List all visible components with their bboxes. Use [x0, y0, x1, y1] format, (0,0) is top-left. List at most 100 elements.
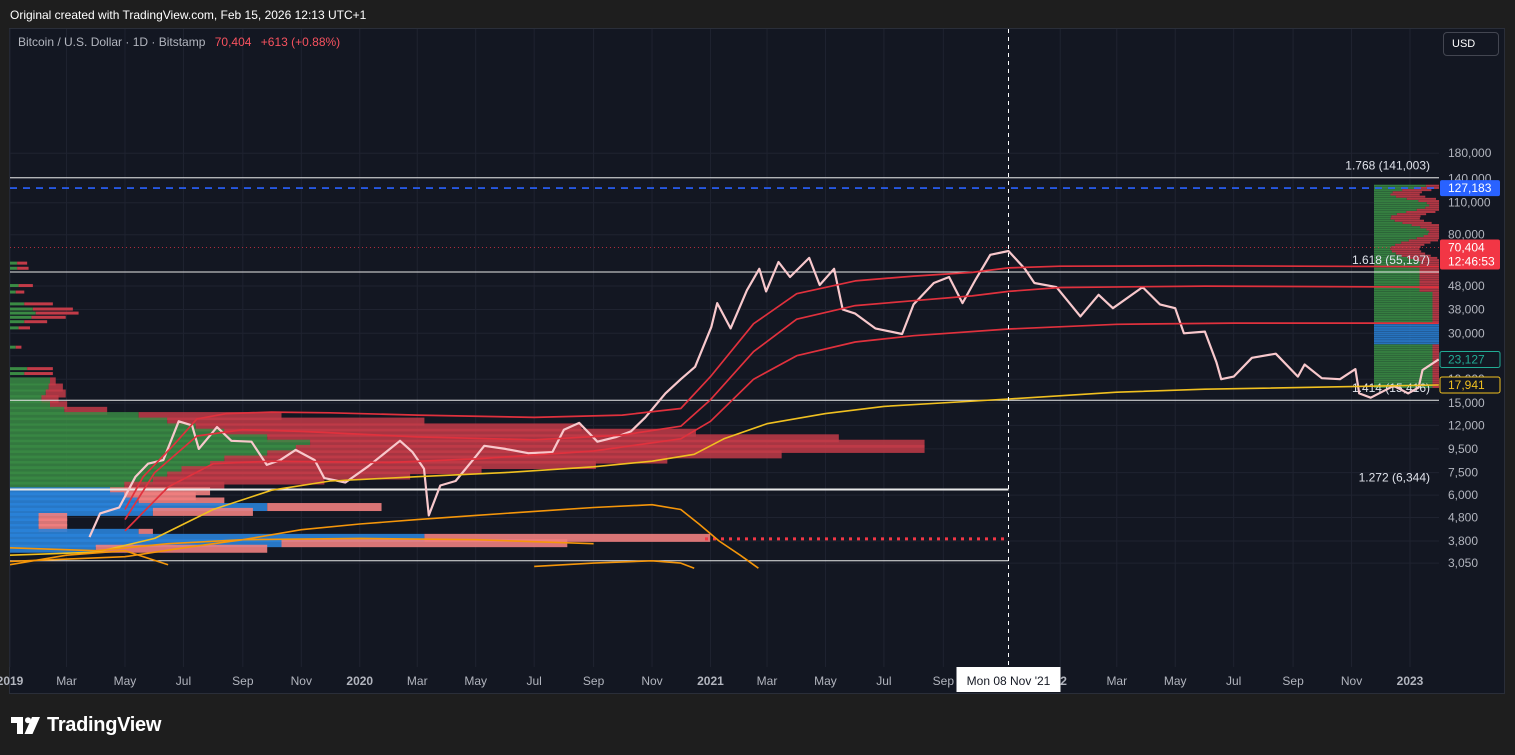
price-tick-label: 48,000	[1448, 279, 1485, 293]
volume-bar-down	[1432, 309, 1439, 312]
volume-bar-up	[1374, 307, 1433, 310]
orange-line	[10, 537, 594, 552]
price-tick-label: 7,500	[1448, 466, 1478, 480]
volume-bar-down	[1432, 305, 1439, 308]
volume-bar-down	[1432, 298, 1439, 301]
volume-bar-up	[10, 261, 18, 265]
volume-bar-down	[1390, 248, 1420, 251]
volume-bar-value-area-up	[10, 533, 425, 542]
volume-bar-up	[1374, 232, 1429, 235]
time-tick-label: Mar	[407, 674, 428, 688]
volume-bar-down	[167, 417, 425, 426]
volume-bar-value-area-up	[10, 487, 111, 496]
volume-bar-up	[1374, 272, 1420, 275]
currency-selector-button[interactable]: USD	[1443, 32, 1499, 56]
volume-bar-value-area-down	[152, 507, 253, 516]
volume-bar-down	[1425, 184, 1439, 187]
volume-bar-down	[32, 307, 73, 311]
time-tick-label: Mar	[56, 674, 77, 688]
crosshair-date-label: Mon 08 Nov '21	[967, 674, 1051, 688]
volume-bar-down	[1432, 307, 1439, 310]
volume-bar-up	[10, 417, 168, 426]
volume-bar-value-area	[1374, 331, 1439, 334]
volume-bar-value-area-down	[38, 524, 68, 533]
volume-bar-up	[10, 315, 32, 319]
volume-bar-up	[10, 302, 25, 306]
volume-bar-up	[1374, 350, 1433, 353]
volume-bar-value-area-up	[10, 528, 139, 537]
volume-bar-down	[1432, 348, 1439, 351]
price-badge-target-bg	[1440, 180, 1500, 197]
volume-bar-value-area	[1374, 335, 1439, 338]
volume-bar-up	[10, 428, 225, 437]
fib-level-label: 1.272 (6,344)	[1359, 470, 1430, 484]
volume-bar-down	[310, 439, 925, 448]
volume-bar-up	[1374, 318, 1433, 321]
time-tick-label: Nov	[1341, 674, 1362, 688]
symbol-legend: Bitcoin / U.S. Dollar · 1D · Bitstamp 70…	[18, 35, 340, 49]
volume-bar-down	[1390, 217, 1420, 220]
volume-bar-value-area-up	[10, 539, 282, 548]
price-badge-last: 70,404	[1448, 241, 1485, 255]
time-tick-label: 2023	[1397, 674, 1424, 688]
price-tick-label: 3,050	[1448, 556, 1478, 570]
price-badge-bg	[1439, 350, 1501, 368]
price-change: +613 (+0.88%)	[260, 35, 341, 49]
volume-bar-up	[1374, 226, 1421, 229]
chart-panel[interactable]	[9, 28, 1505, 694]
volume-bar-up	[1374, 219, 1395, 222]
volume-bar-down	[1432, 350, 1439, 353]
volume-bar-up	[1374, 248, 1391, 251]
time-tick-label: Jul	[1226, 674, 1241, 688]
volume-bar-down	[15, 290, 25, 294]
volume-bar-down	[1396, 213, 1427, 216]
volume-bar-value-area-up	[10, 513, 39, 522]
volume-bar-down	[1425, 206, 1439, 209]
volume-bar-up	[10, 311, 36, 315]
price-axis	[1439, 29, 1504, 667]
volume-bar-up	[10, 406, 65, 415]
volume-bar-down	[1402, 221, 1432, 224]
volume-bar-up	[1374, 291, 1433, 294]
volume-bar-up	[1374, 184, 1426, 187]
volume-bar-down	[1418, 200, 1439, 203]
chart-credit: Original created with TradingView.com, F…	[10, 8, 367, 22]
time-tick-label: Jul	[176, 674, 191, 688]
volume-bar-up	[10, 412, 139, 421]
volume-bar-down	[45, 389, 66, 398]
volume-bar-up	[1374, 254, 1402, 257]
volume-bar-up	[1374, 215, 1392, 218]
volume-bar-up	[1374, 381, 1433, 384]
fib-level-label: 1.768 (141,003)	[1345, 159, 1430, 173]
volume-bar-down	[18, 284, 33, 288]
volume-bar-down	[1432, 302, 1439, 305]
red_band-line	[124, 264, 1439, 510]
volume-bar-down	[210, 461, 596, 470]
tradingview-mark-icon	[11, 716, 41, 735]
axes: 180,000140,000110,00080,00048,00038,0003…	[0, 29, 1504, 693]
volume-bar-down	[1419, 289, 1439, 292]
price-tick-label: 6,000	[1448, 488, 1478, 502]
volume-bar-value-area-up	[10, 518, 39, 527]
volume-bar-down	[1419, 270, 1439, 273]
volume-bar-down	[41, 395, 59, 404]
volume-bar-up	[1374, 256, 1409, 259]
fib-level-label: 1.618 (55,197)	[1352, 253, 1430, 267]
volume-bar-down	[1432, 385, 1439, 388]
volume-bar-down	[1432, 379, 1439, 382]
volume-bar-up	[1374, 245, 1392, 248]
price-tick-label: 15,000	[1448, 396, 1485, 410]
volume-bar-up	[1374, 372, 1433, 375]
tradingview-logo[interactable]: TradingView	[11, 714, 161, 737]
volume-bar-up	[10, 439, 311, 448]
volume-bar-down	[1432, 346, 1439, 349]
volume-bar-up	[1374, 228, 1427, 231]
volume-bar-up	[1374, 385, 1433, 388]
volume-bar-up	[10, 320, 25, 324]
volume-bar-down	[1432, 313, 1439, 316]
volume-bar-up	[10, 476, 153, 485]
time-tick-label: May	[114, 674, 137, 688]
volume-bar-value-area-down	[138, 497, 225, 506]
volume-bar-down	[1432, 320, 1439, 323]
